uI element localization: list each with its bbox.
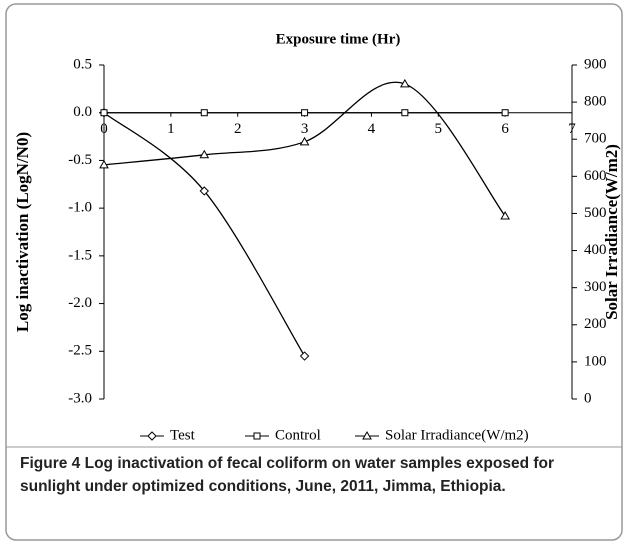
y-tick-label: -0.5 xyxy=(68,152,92,168)
point xyxy=(301,109,309,117)
point xyxy=(100,109,108,117)
series-line xyxy=(103,81,506,217)
y2-tick-label: 300 xyxy=(584,279,607,295)
legend-marker xyxy=(362,430,372,440)
point xyxy=(399,78,410,88)
y2-tick-label: 800 xyxy=(584,94,607,110)
point xyxy=(199,186,209,196)
y2-axis-title: Solar Irradiance(W/m2) xyxy=(602,144,621,320)
caption-text: Log inactivation of fecal coliform on wa… xyxy=(20,455,555,495)
x-tick-label: 0 xyxy=(100,121,108,137)
y-tick-label: -1.0 xyxy=(68,200,92,216)
y2-tick-label: 900 xyxy=(584,56,607,72)
point xyxy=(199,149,210,159)
x-axis-title: Exposure time (Hr) xyxy=(276,31,401,47)
point xyxy=(501,109,509,117)
y-axis-title: Log inactivation (LogN/N0) xyxy=(13,132,32,332)
point xyxy=(299,351,310,361)
point xyxy=(200,109,208,117)
frame xyxy=(5,3,623,541)
caption-label: Figure 4 xyxy=(20,455,81,472)
y2-tick-label: 700 xyxy=(584,131,607,147)
x-tick-label: 7 xyxy=(568,121,576,137)
legend-marker xyxy=(147,431,157,441)
y2-tick-label: 500 xyxy=(584,205,607,221)
legend-label: Test xyxy=(170,427,196,443)
point xyxy=(500,211,511,220)
x-tick-label: 5 xyxy=(435,121,443,137)
x-tick-label: 1 xyxy=(167,121,175,137)
y-tick-label: 0.5 xyxy=(73,56,92,72)
x-tick-label: 3 xyxy=(301,121,309,137)
legend-label: Solar Irradiance(W/m2) xyxy=(385,427,529,443)
y2-tick-label: 0 xyxy=(584,390,592,406)
point xyxy=(99,159,109,169)
y2-tick-label: 400 xyxy=(584,242,607,258)
x-tick-label: 4 xyxy=(368,121,376,137)
y2-tick-label: 200 xyxy=(584,316,607,332)
point xyxy=(299,136,310,146)
caption: Figure 4 Log inactivation of fecal colif… xyxy=(20,452,615,498)
y2-tick-label: 100 xyxy=(584,353,607,369)
legend-marker xyxy=(253,432,261,440)
y-tick-label: -2.0 xyxy=(68,295,92,311)
y-tick-label: 0.0 xyxy=(73,104,92,120)
legend-label: Control xyxy=(275,427,321,443)
y-tick-label: -2.5 xyxy=(68,343,92,359)
y-tick-label: -1.5 xyxy=(68,247,92,263)
y2-tick-label: 600 xyxy=(584,168,607,184)
point xyxy=(401,109,409,117)
x-tick-label: 2 xyxy=(234,121,242,137)
x-tick-label: 6 xyxy=(501,121,509,137)
y-tick-label: -3.0 xyxy=(68,390,92,406)
